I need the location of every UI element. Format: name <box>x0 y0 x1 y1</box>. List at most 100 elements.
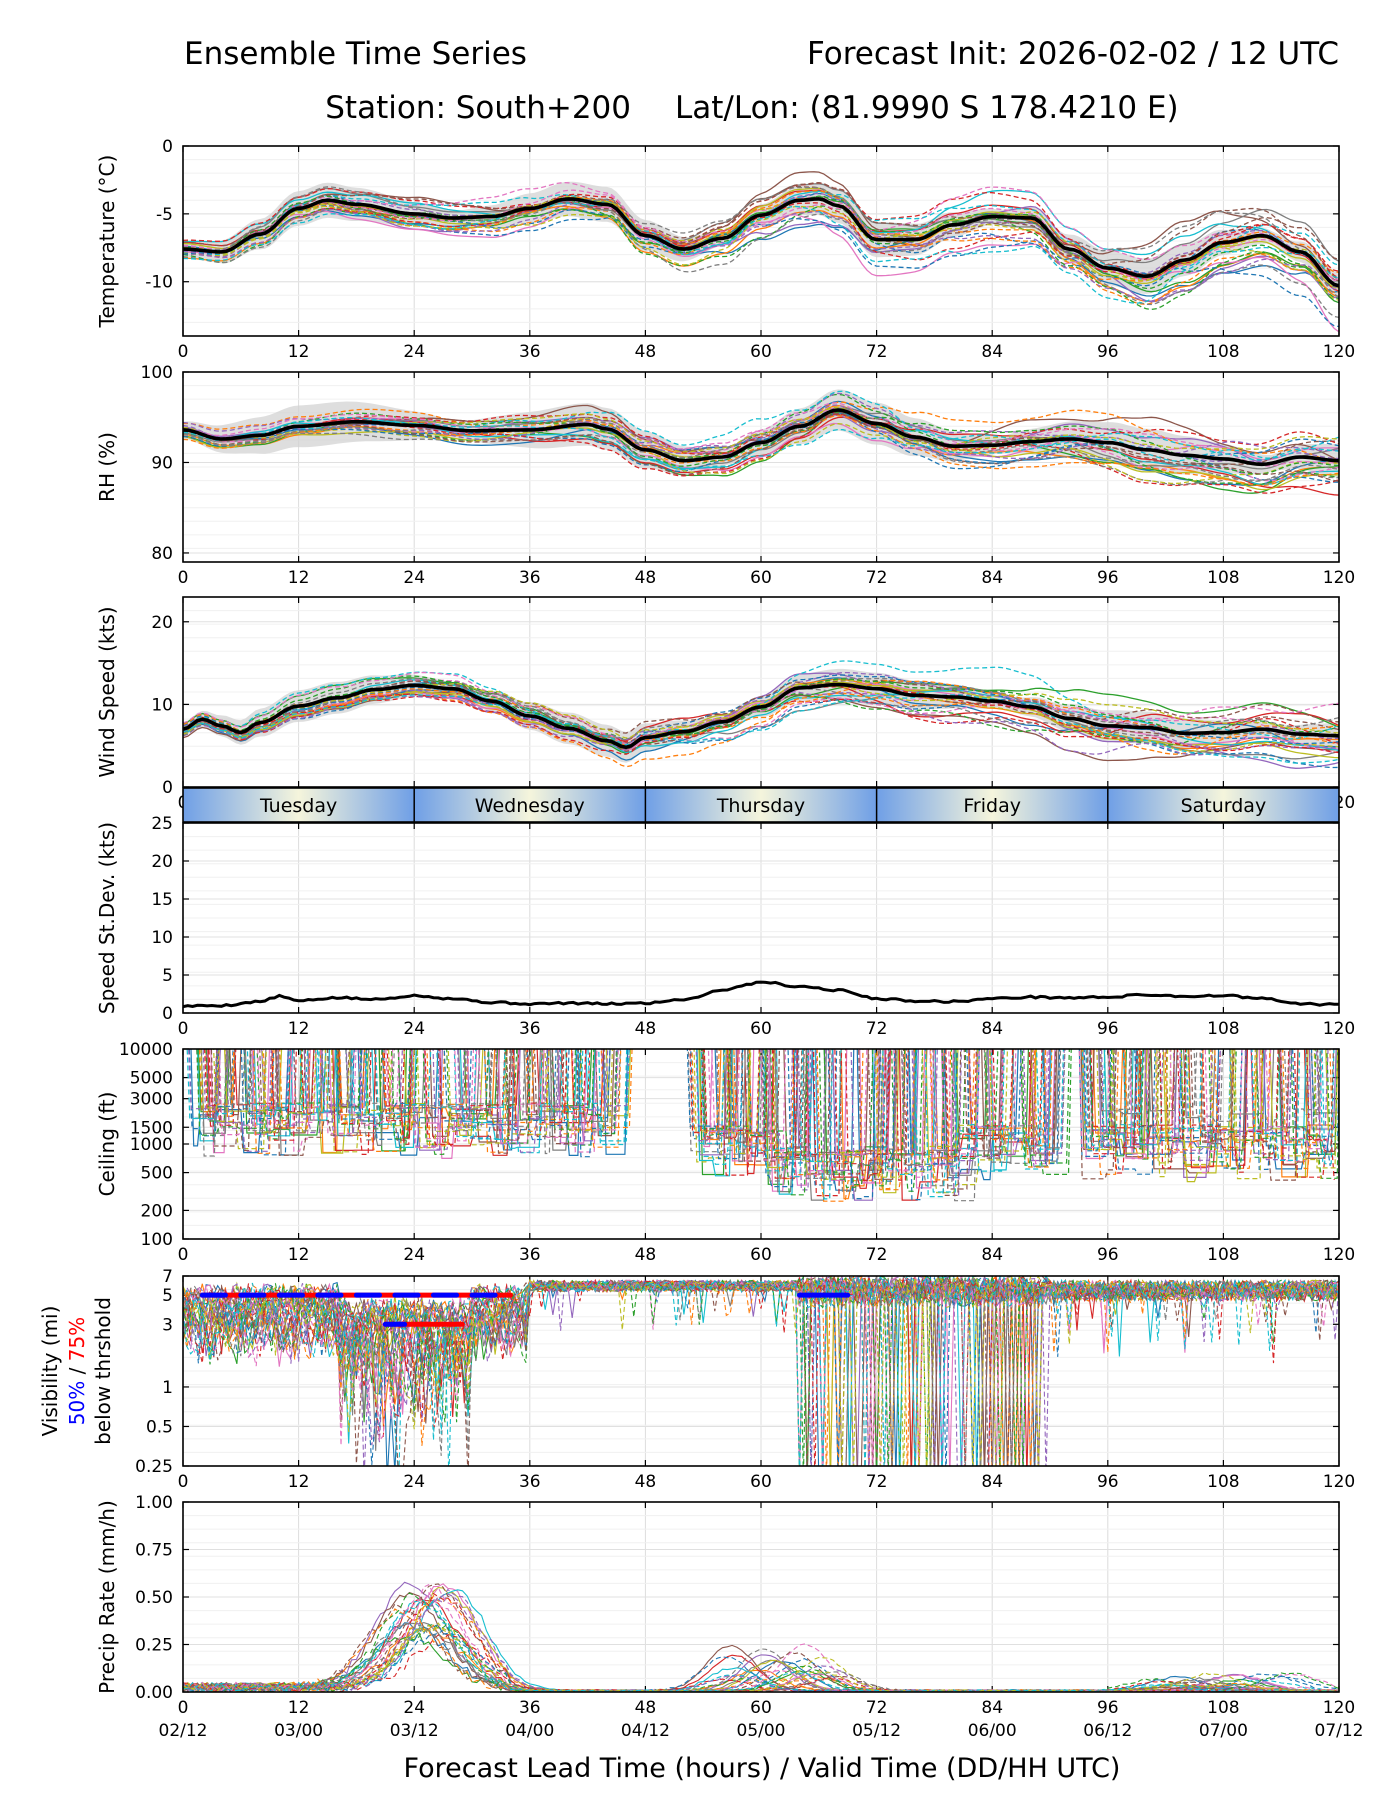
ceiling-member-line <box>197 1049 1339 1185</box>
visibility-label-sep: / <box>65 1361 89 1380</box>
rh-member-line <box>183 414 1339 487</box>
temperature-member-line <box>183 203 1339 301</box>
ceiling-xtick-label: 36 <box>519 1245 541 1265</box>
ceiling-y-label: Ceiling (ft) <box>95 1092 119 1197</box>
speed_stdev-ytick-label: 15 <box>151 890 173 910</box>
visibility-y-label-threshold: below thrshold <box>91 1297 115 1445</box>
rh-xtick-label: 96 <box>1097 568 1119 588</box>
precip_rate-member-line <box>183 1592 1339 1692</box>
visibility-xtick-label: 36 <box>519 1472 541 1492</box>
rh-member-line <box>183 407 1339 467</box>
wind_speed-plot-area <box>183 660 1339 769</box>
visibility-member-line <box>183 1276 1339 1466</box>
wind_speed-ytick-label: 0 <box>162 778 173 798</box>
ceiling-member-line <box>205 1049 1337 1201</box>
rh-member-line <box>183 390 1339 462</box>
precip-rate-panel: 1.00 0.75 0.50 0.25 0.00 Precip Rate (mm/h) 0 1… <box>95 1493 1364 1741</box>
temperature-xtick-label: 120 <box>1323 342 1355 362</box>
ceiling-xtick-label: 24 <box>403 1245 425 1265</box>
ceiling-ytick-label: 5000 <box>130 1069 173 1089</box>
temperature-member-line <box>183 193 1339 281</box>
precip_rate-valid-tick-label: 02/12 <box>159 1721 208 1741</box>
visibility-panel: 75 3 1 0.5 0.250 12 24 36 48 60 72 84 96 108 120 Visibi… <box>38 1267 1355 1492</box>
speed_stdev-plot-area <box>183 980 1339 1009</box>
precip_rate-lead-tick-label: 48 <box>635 1698 657 1718</box>
rh-xtick-label: 84 <box>981 568 1003 588</box>
day-bar-frame <box>182 787 1340 823</box>
ceiling-member-line <box>246 1049 1324 1200</box>
visibility-ytick-label: 5 <box>162 1286 173 1306</box>
precip_rate-y-label: Precip Rate (mm/h) <box>95 1500 119 1694</box>
ceiling-member-line <box>252 1049 1319 1191</box>
day-segment-thursday <box>645 788 877 822</box>
visibility-y-label-levels: 50% / 75% <box>65 1317 89 1425</box>
temperature-y-label: Temperature (°C) <box>95 155 119 329</box>
ceiling-ytick-label: 10000 <box>119 1040 173 1060</box>
rh-ytick-label: 90 <box>151 453 173 473</box>
day-label: Wednesday <box>475 795 585 817</box>
speed_stdev-ytick-label: 25 <box>151 814 173 834</box>
ceiling-xtick-label: 108 <box>1207 1245 1239 1265</box>
rh-xtick-label: 108 <box>1207 568 1239 588</box>
precip_rate-lead-tick-label: 36 <box>519 1698 541 1718</box>
speed_stdev-frame <box>182 822 1340 1014</box>
wind_speed-member-line <box>183 679 1339 754</box>
visibility-member-line <box>183 1276 1339 1466</box>
precip_rate-ytick-label: 1.00 <box>135 1493 173 1513</box>
temperature-member-line <box>183 186 1339 298</box>
wind_speed-member-line <box>183 680 1339 735</box>
precip_rate-member-line <box>183 1633 1339 1692</box>
precip_rate-valid-tick-label: 04/12 <box>621 1721 670 1741</box>
ceiling-ytick-label: 1000 <box>130 1135 173 1155</box>
temperature-member-line <box>183 199 1339 311</box>
day-segment-tuesday <box>183 788 415 822</box>
temperature-member-line <box>183 202 1339 304</box>
wind_speed-member-line <box>183 691 1339 756</box>
rh-xtick-label: 36 <box>519 568 541 588</box>
temperature-xtick-label: 24 <box>403 342 425 362</box>
rh-member-line <box>183 412 1339 483</box>
visibility-ytick-label: 1 <box>162 1378 173 1398</box>
visibility-xtick-label: 84 <box>981 1472 1003 1492</box>
ceiling-ytick-label: 3000 <box>130 1090 173 1110</box>
temperature-panel: 0 -5 -10 0 12 24 36 48 60 72 84 96 108 120 Temperature… <box>95 137 1355 362</box>
ceiling-ytick-label: 500 <box>141 1164 173 1184</box>
ceiling-frame <box>182 1048 1340 1240</box>
ceiling-member-line <box>208 1049 1335 1182</box>
ceiling-ytick-label: 1500 <box>130 1118 173 1138</box>
wind_speed-member-line <box>183 679 1339 755</box>
temperature-member-line <box>183 181 1339 280</box>
temperature-xtick-label: 84 <box>981 342 1003 362</box>
temperature-ytick-label: -5 <box>156 205 173 225</box>
precip_rate-member-line <box>183 1599 1339 1692</box>
temperature-xtick-label: 48 <box>635 342 657 362</box>
temperature-member-line <box>183 196 1339 304</box>
rh-member-line <box>183 407 1339 482</box>
precip_rate-valid-tick-label: 07/12 <box>1315 1721 1364 1741</box>
visibility-ytick-label: 3 <box>162 1315 173 1335</box>
precip_rate-lead-tick-label: 60 <box>750 1698 772 1718</box>
temperature-xtick-label: 72 <box>866 342 888 362</box>
rh-xtick-label: 72 <box>866 568 888 588</box>
precip_rate-lead-tick-label: 24 <box>403 1698 425 1718</box>
day-label: Saturday <box>1181 795 1267 817</box>
wind_speed-ytick-label: 20 <box>151 613 173 633</box>
precip_rate-ytick-label: 0.75 <box>135 1541 173 1561</box>
temperature-xtick-label: 12 <box>288 342 310 362</box>
speed_stdev-xtick-label: 0 <box>178 1019 189 1039</box>
precip_rate-lead-tick-label: 108 <box>1207 1698 1239 1718</box>
ceiling-member-line <box>205 1049 1339 1200</box>
temperature-xtick-label: 0 <box>178 342 189 362</box>
day-label: Tuesday <box>259 795 337 817</box>
wind_speed-member-line <box>183 682 1339 739</box>
temperature-xtick-label: 108 <box>1207 342 1239 362</box>
precip_rate-member-line <box>183 1622 1339 1692</box>
precip_rate-valid-tick-label: 04/00 <box>505 1721 554 1741</box>
ceiling-xtick-label: 84 <box>981 1245 1003 1265</box>
ceiling-member-line <box>200 1049 1339 1201</box>
ceiling-member-line <box>188 1049 1339 1201</box>
speed_stdev-xtick-label: 84 <box>981 1019 1003 1039</box>
station-line: Station: South+200 <box>325 90 631 126</box>
temperature-xtick-label: 96 <box>1097 342 1119 362</box>
